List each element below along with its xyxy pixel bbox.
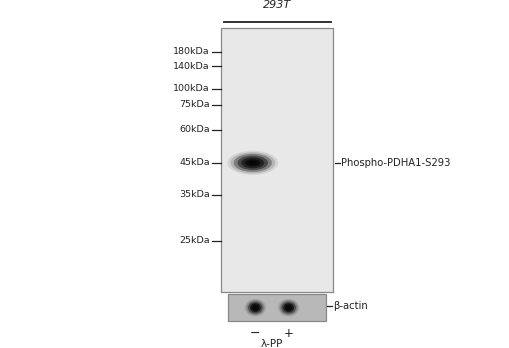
Text: 100kDa: 100kDa [173, 84, 210, 93]
Ellipse shape [245, 299, 266, 317]
Text: +: + [284, 327, 294, 340]
Text: 180kDa: 180kDa [173, 47, 210, 56]
Ellipse shape [238, 156, 268, 170]
Ellipse shape [250, 303, 261, 312]
Text: 60kDa: 60kDa [179, 125, 210, 134]
Ellipse shape [249, 161, 257, 165]
Ellipse shape [281, 302, 296, 314]
Ellipse shape [228, 151, 278, 175]
Text: Phospho-PDHA1-S293: Phospho-PDHA1-S293 [341, 158, 450, 168]
FancyBboxPatch shape [228, 294, 326, 321]
Text: 140kDa: 140kDa [173, 62, 210, 71]
Ellipse shape [248, 302, 263, 314]
Ellipse shape [241, 157, 264, 168]
Text: −: − [250, 327, 261, 340]
Ellipse shape [283, 303, 294, 312]
Text: 45kDa: 45kDa [179, 158, 210, 167]
Ellipse shape [231, 152, 275, 173]
Ellipse shape [234, 154, 272, 172]
Ellipse shape [245, 159, 261, 166]
Text: β-actin: β-actin [333, 301, 368, 311]
Text: 75kDa: 75kDa [179, 100, 210, 109]
Ellipse shape [246, 300, 265, 315]
Ellipse shape [279, 300, 298, 315]
Text: 35kDa: 35kDa [179, 190, 210, 199]
Ellipse shape [252, 305, 259, 310]
Ellipse shape [285, 305, 292, 310]
Text: 293T: 293T [263, 0, 292, 10]
Ellipse shape [278, 299, 299, 317]
Text: λ-PP: λ-PP [261, 339, 283, 348]
Text: 25kDa: 25kDa [179, 236, 210, 245]
FancyBboxPatch shape [221, 28, 333, 292]
